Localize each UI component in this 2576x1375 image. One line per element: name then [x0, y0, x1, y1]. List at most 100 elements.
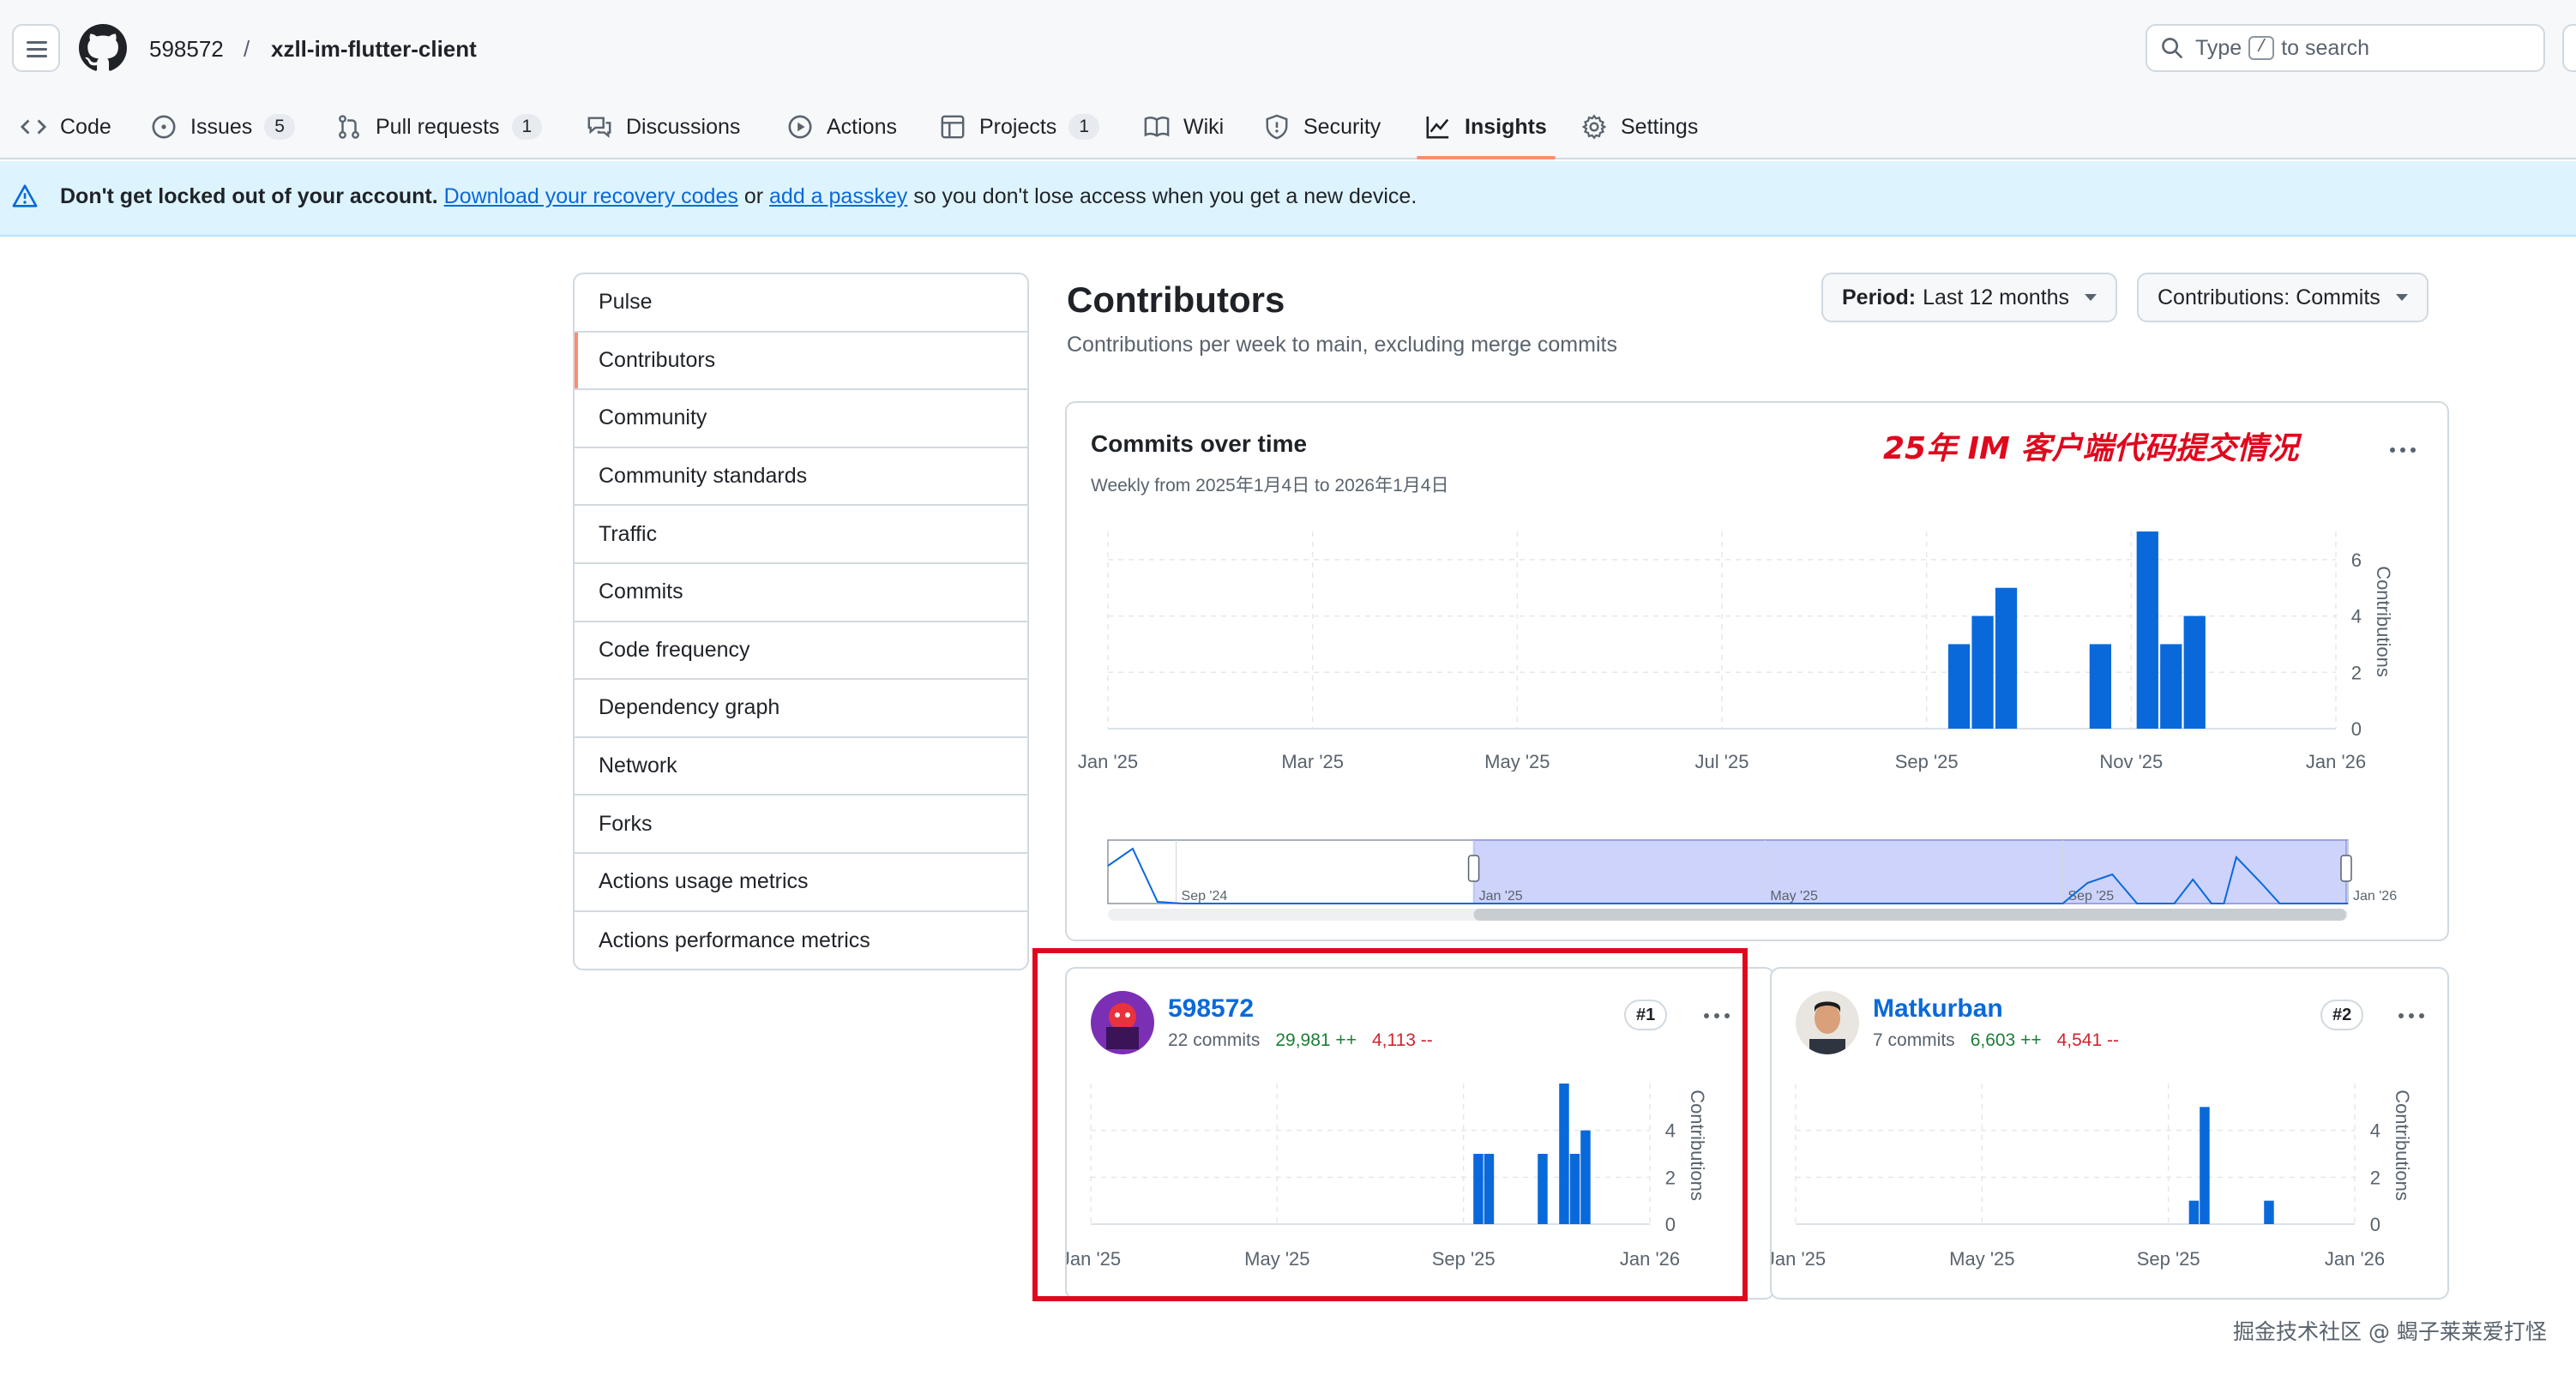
tab-label: Code: [60, 114, 111, 139]
breadcrumb-separator: /: [244, 36, 250, 62]
tab-label: Pull requests: [376, 114, 500, 139]
tab-projects[interactable]: Projects 1: [940, 94, 1099, 159]
tab-code[interactable]: Code: [21, 94, 111, 159]
avatar[interactable]: [1796, 991, 1859, 1054]
alert-icon: [12, 184, 38, 207]
bar: [1995, 587, 2018, 729]
add-passkey-link[interactable]: add a passkey: [769, 184, 908, 208]
book-icon: [1144, 117, 1170, 137]
copilot-button[interactable]: [2562, 24, 2576, 72]
brush-handle-left: [1467, 855, 1480, 882]
tab-wiki[interactable]: Wiki: [1144, 94, 1224, 159]
more-options-icon[interactable]: [2386, 437, 2420, 463]
commits-over-time-panel: Commits over time Weekly from 2025年1月4日 …: [1065, 401, 2449, 941]
sidebar-item-contributors[interactable]: Contributors: [575, 332, 1027, 391]
tab-security[interactable]: Security: [1264, 94, 1381, 159]
more-options-icon[interactable]: [2394, 1003, 2429, 1029]
search-shortcut-key: /: [2248, 36, 2275, 60]
more-options-icon[interactable]: [1700, 1003, 1734, 1029]
caret-down-icon: [2395, 294, 2408, 301]
avatar[interactable]: [1091, 991, 1154, 1054]
bar: [2183, 615, 2206, 729]
y-tick-label: 2: [2370, 1167, 2380, 1188]
sidebar-item-code-frequency[interactable]: Code frequency: [575, 622, 1027, 681]
sidebar-item-network[interactable]: Network: [575, 738, 1027, 796]
repo-nav: Code Issues 5 Pull requests 1 Discussion…: [0, 94, 2576, 159]
tab-label: Discussions: [626, 114, 741, 139]
brush-tick-label: Sep '24: [1182, 889, 1228, 904]
shield-icon: [1266, 114, 1288, 140]
x-tick-label: Sep '25: [1432, 1248, 1496, 1270]
contributions-label: Contributions:: [2158, 285, 2290, 309]
contributions-dropdown[interactable]: Contributions: Commits: [2137, 273, 2429, 322]
rank-badge: #1: [1624, 1000, 1668, 1030]
y-axis-label: Contributions: [1687, 1090, 1708, 1201]
contributor-card: Matkurban 7 commits 6,603 ++ 4,541 -- #2 J…: [1770, 967, 2449, 1300]
timeline-brush[interactable]: Sep '24 Jan '25 May '25 Sep '25 Jan '26: [1067, 832, 2447, 926]
discussion-icon: [587, 117, 611, 138]
bar: [2136, 531, 2158, 729]
issue-icon: [152, 115, 176, 139]
contributor-name-link[interactable]: Matkurban: [1873, 994, 2003, 1023]
y-tick-label: 0: [2351, 718, 2362, 740]
banner-mid-text: or: [743, 184, 764, 208]
tab-actions[interactable]: Actions: [787, 94, 897, 159]
x-tick-label: Jan '26: [2325, 1248, 2385, 1270]
x-tick-label: May '25: [1244, 1248, 1309, 1270]
y-tick-label: 0: [2370, 1214, 2380, 1235]
deletions-count: 4,541 --: [2056, 1030, 2119, 1050]
download-recovery-codes-link[interactable]: Download your recovery codes: [443, 184, 738, 208]
contributions-value: Commits: [2296, 285, 2380, 309]
bar: [1559, 1084, 1569, 1224]
x-tick-label: Jul '25: [1695, 751, 1749, 772]
tab-discussions[interactable]: Discussions: [587, 94, 740, 159]
annotation-text: 25年 IM 客户端代码提交情况: [1883, 431, 2299, 466]
commit-count-link[interactable]: 7 commits: [1873, 1030, 1955, 1050]
contributor-chart: Jan '25 May '25 Sep '25 Jan '26 0 2 4 Contribut…: [1772, 1084, 2413, 1270]
contributor-name-link[interactable]: 598572: [1168, 994, 1255, 1023]
security-banner: Don't get locked out of your account. Do…: [0, 161, 2576, 237]
sidebar-item-actions-performance-metrics[interactable]: Actions performance metrics: [599, 928, 870, 952]
bar: [2089, 644, 2112, 729]
tab-label: Security: [1303, 114, 1381, 139]
commit-count-link[interactable]: 22 commits: [1168, 1030, 1261, 1050]
highlight-box: [1032, 948, 1748, 1301]
bar: [2200, 1107, 2210, 1224]
sidebar-item-dependency-graph[interactable]: Dependency graph: [575, 680, 1027, 738]
period-dropdown[interactable]: Period: Last 12 months: [1821, 273, 2118, 322]
play-icon: [788, 115, 812, 139]
sidebar-item-community-standards[interactable]: Community standards: [575, 448, 1027, 507]
page-subtitle: Contributions per week to main, excludin…: [1067, 333, 1617, 357]
x-tick-label: Jan '25: [1067, 1248, 1121, 1270]
tab-insights[interactable]: Insights: [1417, 94, 1556, 159]
pull-request-icon: [339, 115, 359, 139]
search-suffix: to search: [2281, 35, 2370, 60]
tab-settings[interactable]: Settings: [1581, 94, 1698, 159]
period-label: Period:: [1842, 285, 1917, 309]
repo-name-link[interactable]: xzll-im-flutter-client: [271, 36, 477, 62]
repo-owner-link[interactable]: 598572: [149, 36, 224, 62]
menu-button[interactable]: [12, 24, 60, 72]
github-logo-icon[interactable]: [79, 24, 127, 72]
contributor-stats: 22 commits 29,981 ++ 4,113 --: [1168, 1030, 1433, 1051]
contributor-chart: Jan '25 May '25 Sep '25 Jan '26 0 2 4 Contribut…: [1067, 1084, 1708, 1270]
bar: [2188, 1200, 2200, 1224]
sidebar-item-commits[interactable]: Commits: [575, 564, 1027, 622]
sidebar-item-actions-usage-metrics[interactable]: Actions usage metrics: [575, 854, 1027, 912]
tab-label: Issues: [190, 114, 253, 139]
sidebar-item-forks[interactable]: Forks: [575, 796, 1027, 854]
search-input[interactable]: Type / to search: [2146, 24, 2545, 72]
x-tick-label: May '25: [1949, 1248, 2014, 1270]
chart-title: Commits over time: [1091, 430, 1308, 457]
tab-issues[interactable]: Issues 5: [151, 94, 295, 159]
sidebar-item-community[interactable]: Community: [575, 390, 1027, 448]
banner-tail-text: so you don't lose access when you get a …: [913, 184, 1417, 208]
y-tick-label: 2: [1665, 1167, 1676, 1188]
x-tick-label: Jan '25: [1078, 751, 1138, 772]
commits-over-time-chart: Jan '25 Mar '25 May '25 Jul '25 Sep '25 Nov '…: [1078, 531, 2394, 772]
sidebar-item-pulse[interactable]: Pulse: [575, 274, 1027, 333]
tab-pull-requests[interactable]: Pull requests 1: [336, 94, 543, 159]
y-tick-label: 2: [2351, 662, 2362, 683]
sidebar-item-traffic[interactable]: Traffic: [575, 506, 1027, 564]
insights-sidebar: Pulse Contributors Community Community s…: [573, 273, 1029, 970]
